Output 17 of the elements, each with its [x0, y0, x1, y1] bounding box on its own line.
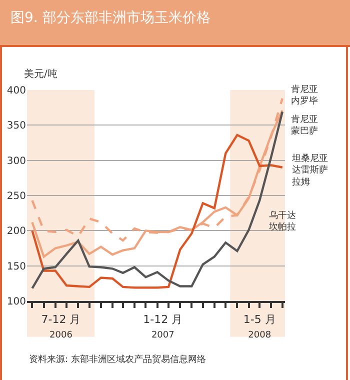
series-label: 乌干达坎帕拉	[268, 210, 296, 233]
x-tick-label: 7-12 月 2006	[41, 313, 81, 340]
text: 资料来源: 东部非洲区域农产品贸易信息网络	[29, 354, 206, 365]
x-tick-label: 1-5 月 2008	[243, 313, 276, 340]
y-axis-title: 美元/吨	[24, 68, 58, 80]
y-tick-label: 100	[6, 296, 26, 308]
y-tick-label: 350	[6, 120, 26, 132]
y-tick-label: 200	[6, 226, 26, 238]
y-tick-label: 250	[6, 191, 26, 202]
chart-title: 图9. 部分东部非洲市场玉米价格	[10, 10, 210, 26]
y-tick-label: 150	[6, 261, 26, 272]
series-label: 坦桑尼亚达雷斯萨拉姆	[291, 153, 328, 188]
y-tick-label: 300	[6, 156, 26, 167]
x-tick-label: 1-12 月 2007	[143, 313, 183, 340]
series-label: 肯尼亚蒙巴萨	[291, 114, 318, 137]
y-tick-label: 400	[6, 86, 26, 96]
series-label: 肯尼亚内罗毕	[291, 84, 318, 107]
